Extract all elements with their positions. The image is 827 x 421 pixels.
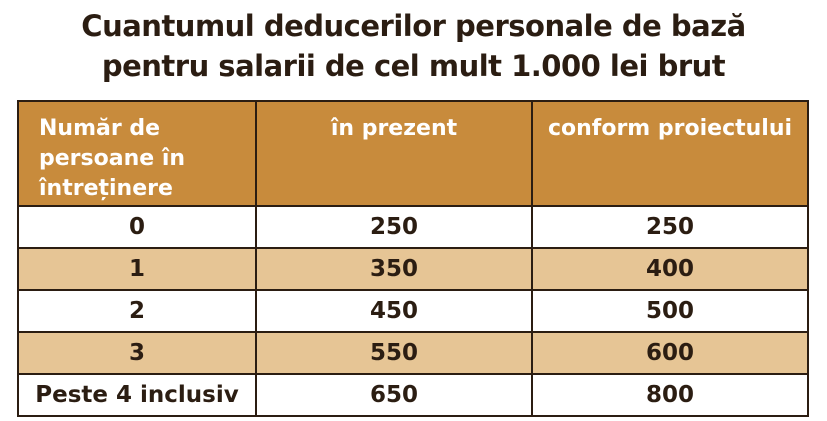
deductions-table: Număr de persoane în întreținere în prez…	[17, 100, 809, 417]
table-header-row: Număr de persoane în întreținere în prez…	[17, 100, 809, 207]
column-header-proposed: conform proiectului	[531, 100, 809, 207]
title-line-2: pentru salarii de cel mult 1.000 lei bru…	[101, 49, 726, 83]
cell-proposed: 250	[531, 205, 809, 249]
cell-current: 550	[255, 331, 533, 375]
column-header-dependents: Număr de persoane în întreținere	[17, 100, 257, 207]
cell-dependents: 3	[17, 331, 257, 375]
cell-proposed: 500	[531, 289, 809, 333]
cell-current: 650	[255, 373, 533, 417]
cell-current: 350	[255, 247, 533, 291]
table-row: 1 350 400	[17, 247, 809, 291]
cell-proposed: 400	[531, 247, 809, 291]
cell-proposed: 600	[531, 331, 809, 375]
cell-dependents: 2	[17, 289, 257, 333]
title-line-1: Cuantumul deducerilor personale de bază	[81, 9, 746, 43]
page-title: Cuantumul deducerilor personale de bază …	[0, 0, 827, 86]
cell-current: 250	[255, 205, 533, 249]
cell-proposed: 800	[531, 373, 809, 417]
cell-current: 450	[255, 289, 533, 333]
cell-dependents: 1	[17, 247, 257, 291]
column-header-current: în prezent	[255, 100, 533, 207]
table-row: 3 550 600	[17, 331, 809, 375]
table-row: 2 450 500	[17, 289, 809, 333]
table-row: 0 250 250	[17, 205, 809, 249]
cell-dependents: Peste 4 inclusiv	[17, 373, 257, 417]
table-row: Peste 4 inclusiv 650 800	[17, 373, 809, 417]
cell-dependents: 0	[17, 205, 257, 249]
